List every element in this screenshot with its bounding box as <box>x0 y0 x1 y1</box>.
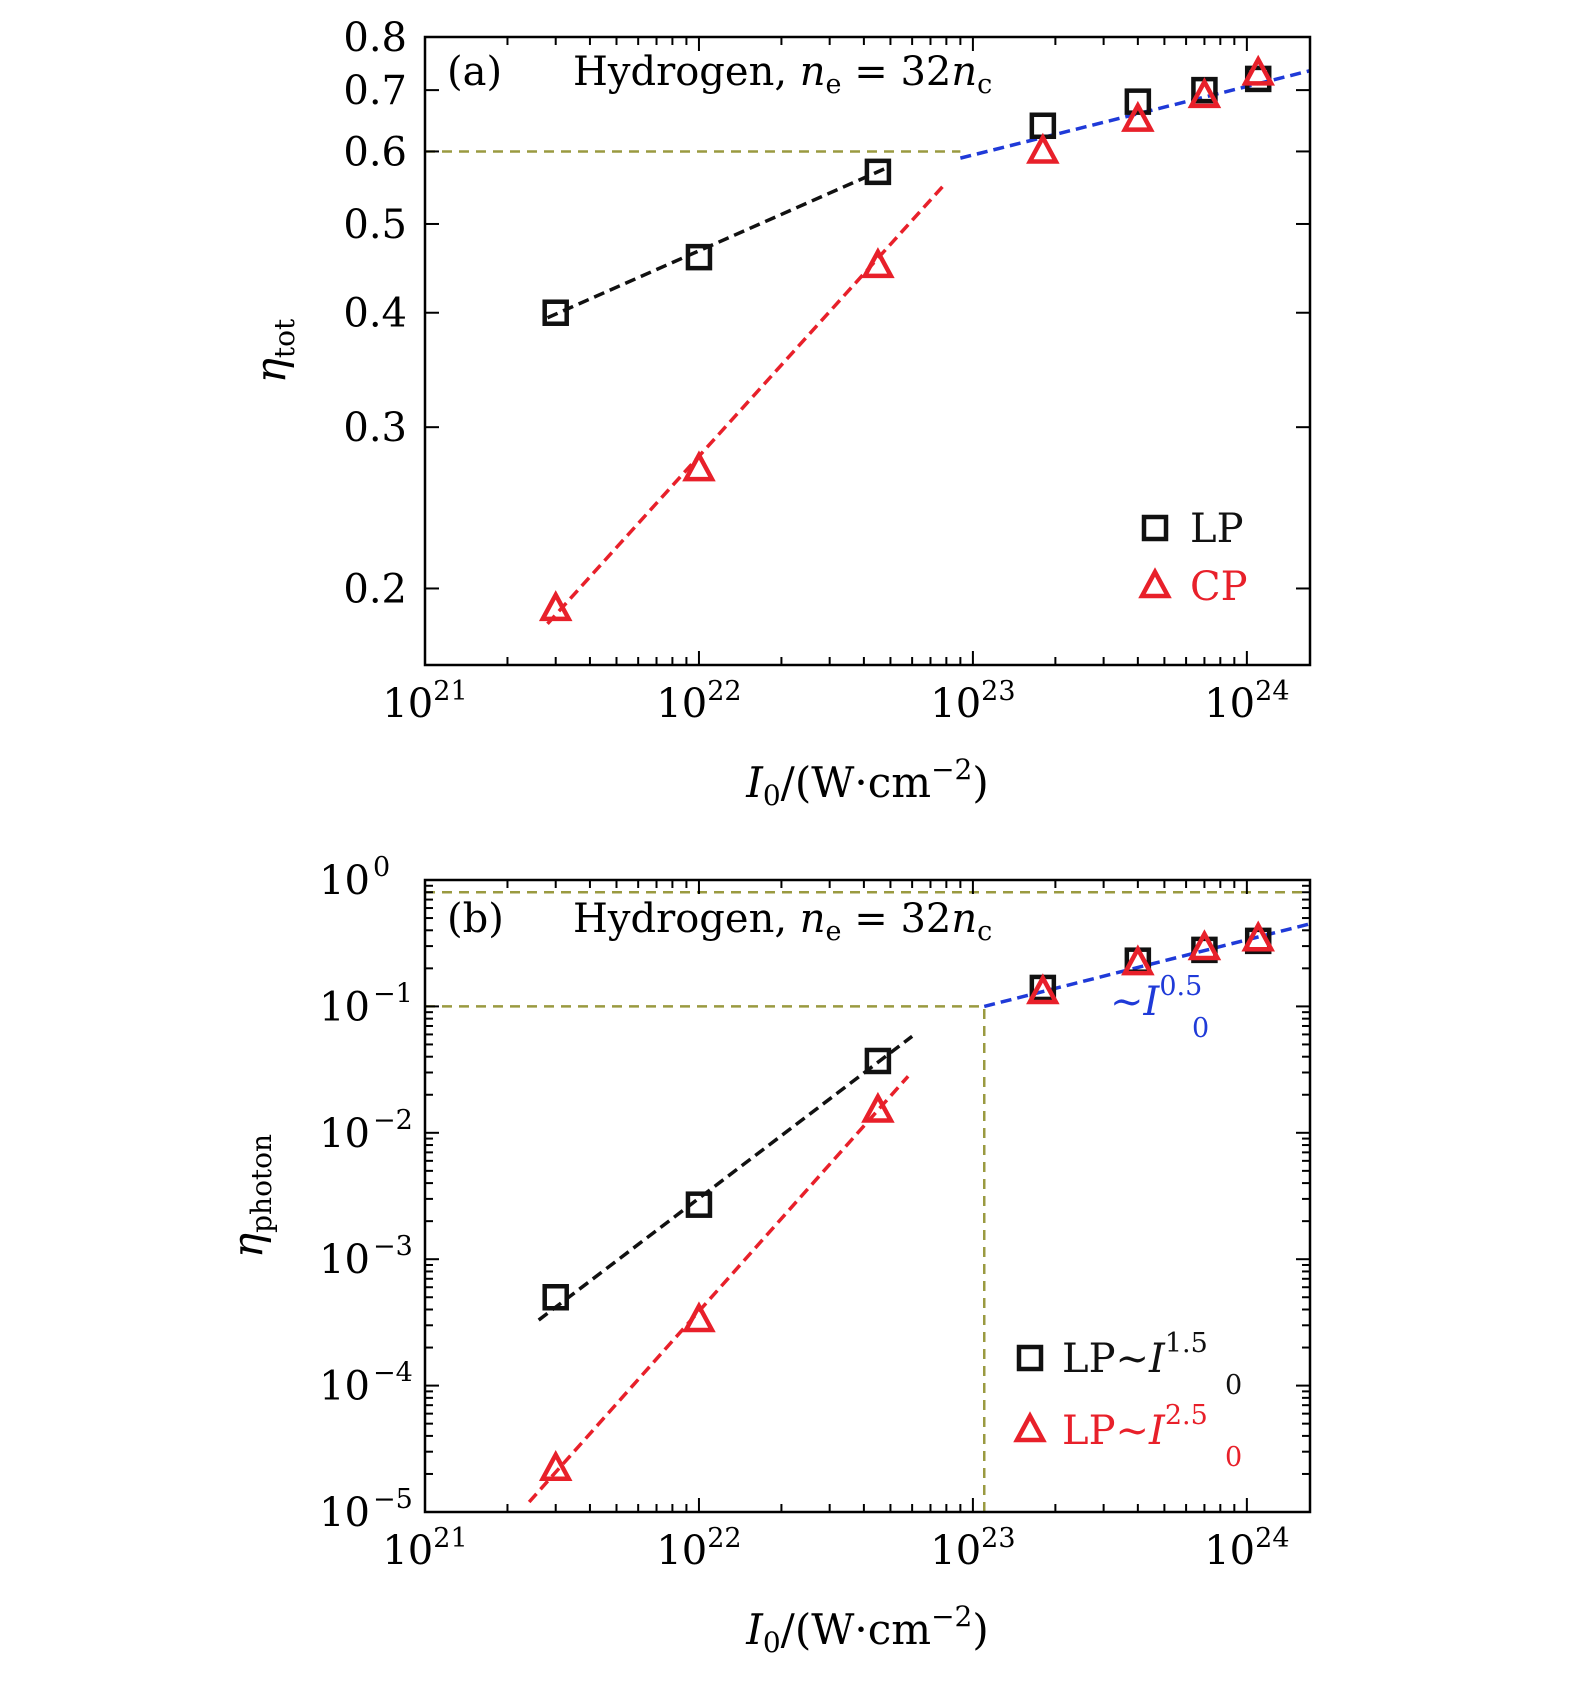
legend-label: LP <box>1190 506 1243 552</box>
y-tick-label-exponent: −1 <box>373 978 413 1009</box>
y-tick-label: 10 <box>319 1364 370 1410</box>
x-tick-label: 1023 <box>930 1523 1015 1574</box>
x-tick-label: 1022 <box>656 676 741 727</box>
legend-square-marker <box>1141 514 1169 542</box>
y-tick-label: 0.5 <box>343 202 407 248</box>
legend-label-subscript: 0 <box>1225 1442 1242 1473</box>
legend-triangle-marker <box>1013 1411 1047 1443</box>
cp-marker <box>1121 100 1155 132</box>
x-axis-label: I0/(W·cm−2) <box>745 1600 989 1659</box>
cp-marker <box>538 590 573 622</box>
y-axis-label: ηtot <box>246 318 301 383</box>
cp-marker <box>1241 54 1275 86</box>
fit-line <box>527 1075 910 1504</box>
fit-line <box>537 1034 914 1322</box>
fit-annotation: ∼I0.5 <box>1110 971 1202 1025</box>
cp-marker <box>861 1091 895 1123</box>
y-tick-label: 10 <box>319 984 370 1030</box>
legend-label-subscript: 0 <box>1225 1370 1242 1401</box>
y-axis-label: ηphoton <box>223 1134 278 1258</box>
x-tick-label: 1021 <box>382 676 467 727</box>
y-tick-label: 0.6 <box>343 129 407 175</box>
x-axis-label: I0/(W·cm−2) <box>745 753 989 812</box>
y-tick-label: 0.7 <box>343 68 407 114</box>
cp-marker <box>1187 77 1222 109</box>
lp-marker <box>542 1284 569 1311</box>
legend-square-marker <box>1016 1344 1044 1372</box>
legend-label: CP <box>1190 564 1248 610</box>
y-tick-label-exponent: −3 <box>373 1231 413 1262</box>
panel-label: (a) <box>447 49 502 95</box>
y-tick-label: 0.8 <box>343 15 407 61</box>
lp-marker <box>685 1191 713 1218</box>
x-tick-label: 1021 <box>382 1523 467 1574</box>
y-tick-label: 10 <box>319 1490 370 1536</box>
panel-label: (b) <box>447 896 504 942</box>
y-tick-label: 0.4 <box>343 291 407 337</box>
y-tick-label-exponent: 0 <box>373 852 390 883</box>
lp-marker <box>685 243 713 271</box>
annotation: Hydrogen, ne = 32nc <box>573 49 992 100</box>
cp-marker <box>682 1301 716 1333</box>
plot-frame <box>423 35 1312 667</box>
panel-a: 1021 1022 1023 1024 0.2 0.3 0.4 0.5 0.6 0.7 0.8 (a)… <box>246 15 1312 812</box>
cp-marker <box>1121 944 1155 976</box>
fit-line <box>546 181 948 625</box>
y-tick-label: 10 <box>319 858 370 904</box>
lp-marker <box>1124 88 1152 115</box>
cp-marker <box>1187 929 1222 961</box>
x-tick-label: 1022 <box>656 1523 741 1574</box>
cp-marker <box>538 1449 573 1481</box>
y-tick-label: 10 <box>319 1237 370 1283</box>
legend-label: LP∼I2.5 <box>1062 1400 1208 1454</box>
legend-label: LP∼I1.5 <box>1062 1328 1208 1382</box>
y-tick-label: 10 <box>319 1111 370 1157</box>
cp-marker <box>1026 132 1060 164</box>
annotation: Hydrogen, ne = 32nc <box>573 896 992 947</box>
y-tick-label: 0.3 <box>343 405 407 451</box>
x-tick-label: 1024 <box>1204 1523 1289 1574</box>
x-tick-label: 1024 <box>1204 676 1289 727</box>
x-tick-label: 1023 <box>930 676 1015 727</box>
lp-marker <box>864 1047 892 1075</box>
y-tick-label: 0.2 <box>343 566 407 612</box>
lp-marker <box>542 299 569 326</box>
y-tick-label-exponent: −2 <box>373 1105 413 1136</box>
cp-marker <box>1026 973 1060 1005</box>
fit-annotation-subscript: 0 <box>1192 1013 1209 1044</box>
fit-line <box>546 166 887 320</box>
plot-frame <box>423 878 1312 1514</box>
cp-marker <box>1241 920 1275 952</box>
legend-triangle-marker <box>1138 567 1172 599</box>
y-tick-label-exponent: −4 <box>373 1358 413 1389</box>
fit-line <box>983 922 1310 1009</box>
cp-marker <box>861 247 895 279</box>
cp-marker <box>682 450 716 482</box>
y-tick-label-exponent: −5 <box>373 1484 413 1515</box>
lp-marker <box>864 158 892 186</box>
